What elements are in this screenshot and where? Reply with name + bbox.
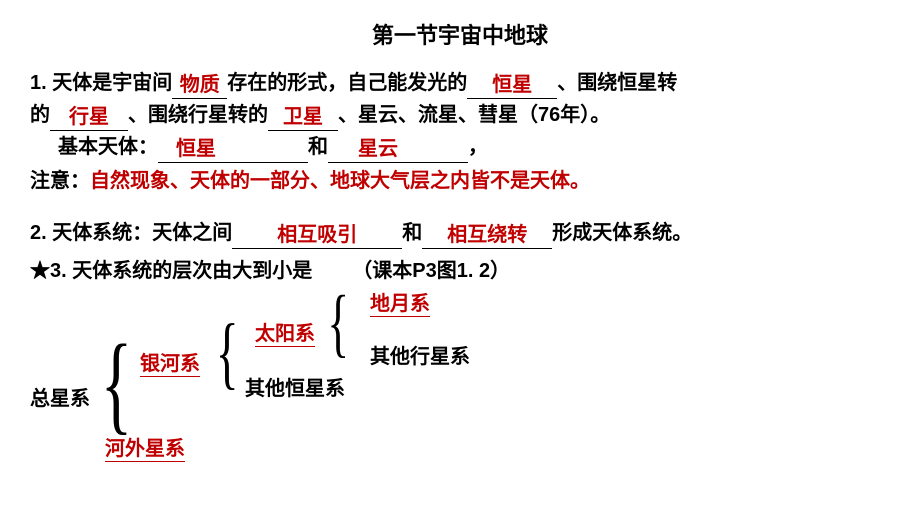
blank-star: 恒星 bbox=[467, 74, 557, 99]
p1-lead: 1. 天体是宇宙间 bbox=[30, 72, 172, 94]
p1-t1: 存在的形式，自己能发光的 bbox=[227, 72, 467, 94]
p2-and: 和 bbox=[402, 222, 422, 244]
blank-basic1: 恒星 bbox=[158, 138, 308, 163]
blank-planet: 行星 bbox=[50, 106, 128, 131]
node-solar: 太阳系 bbox=[255, 318, 315, 350]
section-title: 第一节宇宙中地球 bbox=[30, 18, 890, 53]
p3-lead: ★3. 天体系统的层次由大到小是 bbox=[30, 260, 312, 282]
p2-lead: 2. 天体系统：天体之间 bbox=[30, 222, 232, 244]
p3-ref: （课本P3图1. 2） bbox=[352, 260, 510, 282]
note-text: 自然现象、天体的一部分、地球大气层之内皆不是天体。 bbox=[90, 170, 590, 192]
brace-3: { bbox=[327, 285, 349, 361]
brace-2: { bbox=[216, 313, 239, 393]
hierarchy-diagram: 总星系 { 银河系 河外星系 { 太阳系 其他恒星系 { 地月系 其他行星系 bbox=[30, 293, 890, 463]
node-other-planetary: 其他行星系 bbox=[370, 341, 470, 373]
node-total: 总星系 bbox=[30, 383, 90, 415]
p1-t4: 、星云、流星、彗星（76年）。 bbox=[338, 104, 610, 126]
basic-lead: 基本天体： bbox=[58, 136, 158, 158]
note-line: 注意：自然现象、天体的一部分、地球大气层之内皆不是天体。 bbox=[30, 165, 890, 197]
p1-line2a: 的 bbox=[30, 104, 50, 126]
blank-attract: 相互吸引 bbox=[232, 224, 402, 249]
p1-t2: 、围绕恒星转 bbox=[557, 72, 677, 94]
node-other-stellar: 其他恒星系 bbox=[245, 373, 345, 405]
blank-matter: 物质 bbox=[172, 74, 227, 99]
paragraph-1: 1. 天体是宇宙间物质存在的形式，自己能发光的恒星、围绕恒星转 的行星、围绕行星… bbox=[30, 67, 890, 163]
p1-comma: ， bbox=[468, 136, 488, 158]
node-earthmoon: 地月系 bbox=[370, 288, 430, 320]
blank-satellite: 卫星 bbox=[268, 106, 338, 131]
blank-orbit: 相互绕转 bbox=[422, 224, 552, 249]
p1-and: 和 bbox=[308, 136, 328, 158]
note-lead: 注意： bbox=[30, 170, 90, 192]
node-milkyway: 银河系 bbox=[140, 348, 200, 380]
paragraph-3: ★3. 天体系统的层次由大到小是 （课本P3图1. 2） bbox=[30, 255, 890, 287]
blank-basic2: 星云 bbox=[328, 138, 468, 163]
paragraph-2: 2. 天体系统：天体之间相互吸引和相互绕转形成天体系统。 bbox=[30, 217, 890, 249]
node-extragalactic: 河外星系 bbox=[105, 433, 185, 465]
p1-t3: 、围绕行星转的 bbox=[128, 104, 268, 126]
p2-tail: 形成天体系统。 bbox=[552, 222, 692, 244]
brace-1: { bbox=[101, 328, 133, 438]
